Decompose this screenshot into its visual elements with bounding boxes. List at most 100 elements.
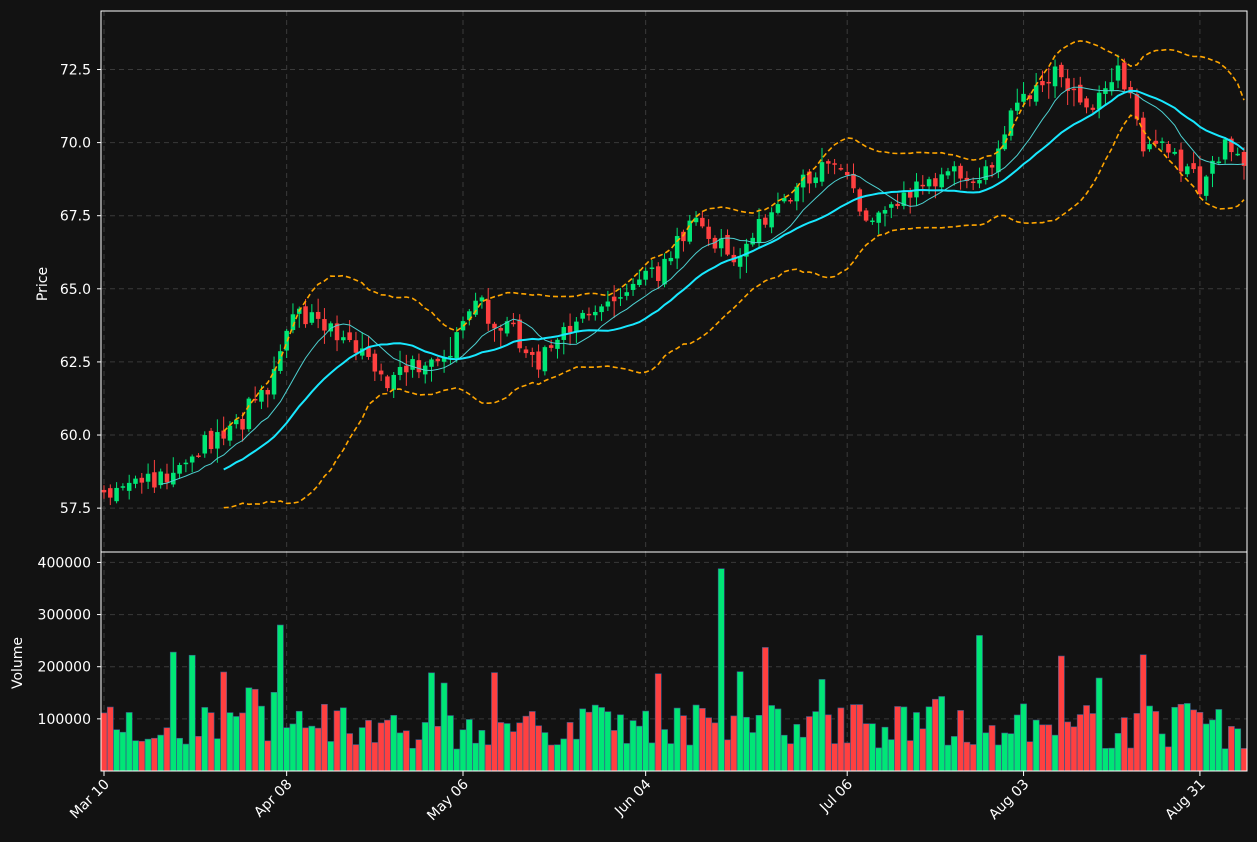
volume-bar xyxy=(295,710,303,772)
volume-bar xyxy=(535,725,542,772)
volume-bar xyxy=(579,708,587,772)
candle-body xyxy=(1134,94,1140,120)
volume-bar xyxy=(132,740,139,772)
candle-body xyxy=(945,171,951,176)
candle-body xyxy=(322,319,327,331)
candle-body xyxy=(278,351,283,371)
volume-bar xyxy=(176,737,183,772)
volume-bar xyxy=(352,744,360,772)
volume-bar xyxy=(377,722,385,772)
candle-body xyxy=(1172,151,1177,154)
candle-body xyxy=(907,190,913,198)
volume-bar xyxy=(497,722,505,772)
candle-body xyxy=(933,178,938,187)
candle-body xyxy=(826,161,831,164)
candle-body xyxy=(643,270,648,280)
volume-bar xyxy=(1076,714,1084,772)
volume-bar xyxy=(995,744,1002,772)
volume-bar xyxy=(333,710,341,772)
candle-body xyxy=(838,168,844,170)
candle-body xyxy=(1115,65,1121,81)
candle-body xyxy=(996,148,1001,173)
volume-bar xyxy=(201,707,209,772)
volume-bar xyxy=(1240,748,1248,772)
candle-body xyxy=(926,179,932,187)
volume-bar xyxy=(396,732,404,772)
volume-bar xyxy=(1108,747,1116,772)
candle-body xyxy=(725,234,730,255)
volume-bar xyxy=(642,710,650,772)
volume-bar xyxy=(1190,709,1197,772)
volume-bar xyxy=(963,741,971,772)
volume-bar xyxy=(106,706,114,772)
candle-body xyxy=(359,348,365,356)
volume-bar xyxy=(478,730,486,772)
volume-bar xyxy=(195,736,202,772)
candle-body xyxy=(1090,107,1096,110)
volume-bar xyxy=(1215,709,1223,772)
candle-body xyxy=(1046,81,1052,84)
volume-bar xyxy=(1177,703,1185,772)
candle-body xyxy=(366,347,371,357)
volume-bar xyxy=(1095,677,1103,772)
volume-bar xyxy=(428,672,435,772)
candle-body xyxy=(290,314,296,331)
volume-bar xyxy=(692,704,700,772)
candle-body xyxy=(1052,66,1058,87)
candle-body xyxy=(567,325,573,333)
volume-bar xyxy=(339,707,347,772)
volume-bar xyxy=(472,742,479,772)
volume-bar xyxy=(925,706,933,772)
candle-body xyxy=(920,184,926,187)
volume-bar xyxy=(1089,713,1097,772)
price-tick-label-5: 70.0 xyxy=(60,136,91,152)
candle-body xyxy=(939,174,944,188)
candle-body xyxy=(101,489,107,493)
volume-bar xyxy=(302,727,309,772)
candle-body xyxy=(989,165,995,168)
volume-bar xyxy=(409,747,416,772)
candle-body xyxy=(536,351,541,370)
volume-bar xyxy=(957,710,964,772)
candle-body xyxy=(1210,160,1215,174)
volume-bar xyxy=(459,729,467,772)
volume-bar xyxy=(182,743,190,772)
volume-bar xyxy=(806,716,813,772)
candle-body xyxy=(895,203,900,207)
candle-body xyxy=(1015,102,1020,111)
volume-bar xyxy=(346,733,353,772)
candle-body xyxy=(655,266,661,281)
candle-body xyxy=(851,173,856,189)
volume-bar xyxy=(434,726,442,772)
volume-bar xyxy=(289,723,297,772)
volume-bar xyxy=(573,738,580,772)
candle-body xyxy=(737,256,743,267)
volume-bar xyxy=(711,722,719,772)
volume-bar xyxy=(1221,748,1229,772)
volume-bar xyxy=(465,719,473,772)
candle-body xyxy=(215,432,220,449)
candle-body xyxy=(700,217,705,227)
candle-body xyxy=(177,464,182,474)
candle-body xyxy=(259,389,264,402)
candle-body xyxy=(498,328,504,331)
volume-bar xyxy=(623,743,631,772)
volume-bar xyxy=(226,712,234,772)
candle-body xyxy=(970,181,976,183)
volume-bar xyxy=(1064,721,1072,772)
candle-body xyxy=(1140,117,1146,152)
candle-body xyxy=(221,430,226,439)
candle-body xyxy=(183,462,189,465)
volume-bar xyxy=(705,717,712,772)
ma-fast-line xyxy=(160,86,1245,485)
candle-body xyxy=(807,171,812,184)
candle-body xyxy=(605,301,611,307)
volume-tick-label-2: 300000 xyxy=(38,608,91,624)
volume-bar xyxy=(1183,703,1191,772)
volume-bar xyxy=(1114,733,1122,772)
candle-body xyxy=(763,217,768,225)
candle-body xyxy=(863,210,869,221)
volume-bar xyxy=(547,744,555,772)
volume-bar xyxy=(100,712,108,772)
candle-body xyxy=(668,257,674,262)
